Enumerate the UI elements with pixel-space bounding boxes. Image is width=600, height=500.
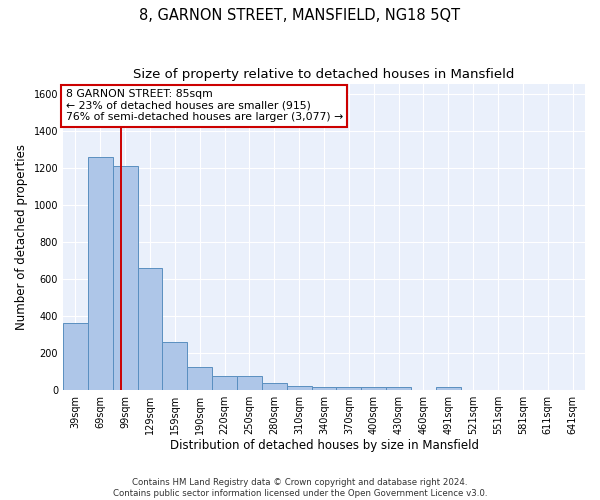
Bar [88, 156, 113, 390]
X-axis label: Distribution of detached houses by size in Mansfield: Distribution of detached houses by size … [170, 440, 479, 452]
Bar [237, 376, 262, 390]
Text: 8, GARNON STREET, MANSFIELD, NG18 5QT: 8, GARNON STREET, MANSFIELD, NG18 5QT [139, 8, 461, 22]
Bar [137, 268, 163, 390]
Bar [311, 387, 337, 390]
Bar [436, 387, 461, 390]
Bar [361, 387, 386, 390]
Y-axis label: Number of detached properties: Number of detached properties [15, 144, 28, 330]
Bar [262, 383, 287, 390]
Bar [212, 376, 237, 390]
Bar [163, 342, 187, 390]
Text: Contains HM Land Registry data © Crown copyright and database right 2024.
Contai: Contains HM Land Registry data © Crown c… [113, 478, 487, 498]
Bar [337, 387, 361, 390]
Text: 8 GARNON STREET: 85sqm
← 23% of detached houses are smaller (915)
76% of semi-de: 8 GARNON STREET: 85sqm ← 23% of detached… [65, 89, 343, 122]
Title: Size of property relative to detached houses in Mansfield: Size of property relative to detached ho… [133, 68, 515, 80]
Bar [287, 386, 311, 390]
Bar [113, 166, 137, 390]
Bar [386, 387, 411, 390]
Bar [63, 323, 88, 390]
Bar [187, 366, 212, 390]
